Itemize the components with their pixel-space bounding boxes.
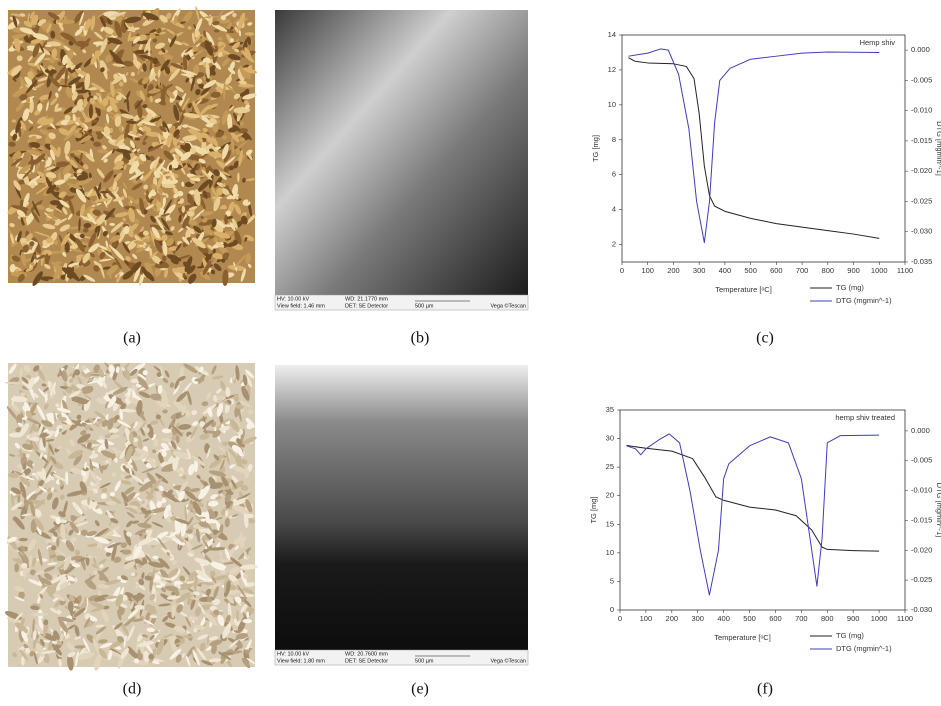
y-tick-label: 5 xyxy=(610,576,614,585)
sem-text: HV: 10.00 kV xyxy=(277,651,310,657)
sem-text: Vega ©Tescan xyxy=(490,302,526,309)
sem-image xyxy=(275,10,528,295)
x-tick-label: 1000 xyxy=(871,614,888,623)
sem-text: HV: 10.00 kV xyxy=(277,296,310,302)
sem-text: Vega ©Tescan xyxy=(490,657,526,664)
x-tick-label: 900 xyxy=(847,266,860,275)
photo-hemp-treated xyxy=(4,361,258,671)
y-tick-label: 35 xyxy=(606,405,614,414)
figure: HV: 10.00 kV View field: 1.46 mm WD: 21.… xyxy=(0,0,941,706)
data-line xyxy=(626,445,879,551)
x-tick-label: 800 xyxy=(822,266,835,275)
x-axis-label: Temperature [ᵒC] xyxy=(715,285,772,294)
y-tick-label: 14 xyxy=(608,30,616,39)
y2-axis-label: DTG [mgmin^-1] xyxy=(935,121,941,176)
sem-text: DET: SE Detector xyxy=(345,303,388,309)
sem-text: View field: 1.80 mm xyxy=(277,658,325,664)
y2-axis-label: DTG [mgmin^-1] xyxy=(935,483,941,538)
sem-image xyxy=(275,365,528,650)
plot-frame xyxy=(622,35,905,262)
y2-tick-label: -0.030 xyxy=(911,227,932,236)
y2-tick-label: -0.005 xyxy=(911,75,932,84)
y2-tick-label: -0.010 xyxy=(911,486,932,495)
y-tick-label: 30 xyxy=(606,434,614,443)
y2-tick-label: -0.030 xyxy=(911,605,932,614)
panel-label: (d) xyxy=(123,681,142,698)
y-tick-label: 25 xyxy=(606,462,614,471)
y2-tick-label: -0.025 xyxy=(911,196,932,205)
x-tick-label: 900 xyxy=(847,614,860,623)
y2-tick-label: -0.025 xyxy=(911,575,932,584)
data-line xyxy=(628,58,879,239)
sem-text: DET: SE Detector xyxy=(345,658,388,664)
y2-tick-label: 0.000 xyxy=(911,45,930,54)
chart-title: Hemp shiv xyxy=(860,38,896,47)
x-tick-label: 1000 xyxy=(871,266,888,275)
y2-tick-label: 0.000 xyxy=(911,426,930,435)
x-tick-label: 200 xyxy=(667,266,680,275)
panel-label: (a) xyxy=(123,330,141,347)
y-axis-label: TG [mg] xyxy=(589,496,598,523)
x-tick-label: 500 xyxy=(743,614,756,623)
sem-text: WD: 21.1770 mm xyxy=(345,296,388,302)
legend-label: DTG (mgmin^-1) xyxy=(836,644,892,653)
legend-label: TG (mg) xyxy=(836,631,864,640)
y2-tick-label: -0.035 xyxy=(911,257,932,266)
panel-label: (e) xyxy=(411,681,429,698)
x-tick-label: 700 xyxy=(795,614,808,623)
sem-text: View field: 1.46 mm xyxy=(277,303,325,309)
y2-tick-label: -0.020 xyxy=(911,545,932,554)
x-tick-label: 700 xyxy=(796,266,809,275)
x-axis-label: Temperature [ᵒC] xyxy=(714,633,771,642)
x-tick-label: 200 xyxy=(666,614,679,623)
y2-tick-label: -0.015 xyxy=(911,136,932,145)
photo-hemp-raw xyxy=(6,6,258,288)
y-tick-label: 4 xyxy=(612,205,616,214)
chip xyxy=(222,135,227,140)
x-tick-label: 100 xyxy=(640,614,653,623)
sem-text: 500 µm xyxy=(415,658,434,664)
y-tick-label: 20 xyxy=(606,491,614,500)
legend-label: TG (mg) xyxy=(836,283,864,292)
x-tick-label: 300 xyxy=(691,614,704,623)
legend-label: DTG (mgmin^-1) xyxy=(836,296,892,305)
y-tick-label: 6 xyxy=(612,170,616,179)
sem-text: WD: 20.7600 mm xyxy=(345,651,388,657)
x-tick-label: 1100 xyxy=(897,614,913,623)
y-tick-label: 15 xyxy=(606,519,614,528)
panel-label: (f) xyxy=(757,681,773,698)
chip xyxy=(212,124,218,133)
sem-text: 500 µm xyxy=(415,303,434,309)
panel-label: (c) xyxy=(756,330,774,347)
y-tick-label: 12 xyxy=(608,65,616,74)
x-tick-label: 600 xyxy=(770,266,783,275)
data-line xyxy=(628,49,879,243)
chip xyxy=(242,619,252,623)
y2-tick-label: -0.005 xyxy=(911,456,932,465)
x-tick-label: 500 xyxy=(744,266,757,275)
x-tick-label: 1100 xyxy=(897,266,913,275)
x-tick-label: 400 xyxy=(717,614,730,623)
x-tick-label: 600 xyxy=(769,614,782,623)
x-tick-label: 300 xyxy=(693,266,706,275)
x-tick-label: 400 xyxy=(719,266,732,275)
panel-label: (b) xyxy=(411,330,430,347)
chip xyxy=(213,237,218,242)
x-tick-label: 800 xyxy=(821,614,834,623)
y-tick-label: 10 xyxy=(608,100,616,109)
y2-tick-label: -0.020 xyxy=(911,166,932,175)
y-tick-label: 2 xyxy=(612,240,616,249)
y2-tick-label: -0.015 xyxy=(911,515,932,524)
chart-title: hemp shiv treated xyxy=(835,413,895,422)
y-tick-label: 8 xyxy=(612,135,616,144)
x-tick-label: 100 xyxy=(641,266,654,275)
data-line xyxy=(626,434,879,595)
y-tick-label: 10 xyxy=(606,548,614,557)
y2-tick-label: -0.010 xyxy=(911,106,932,115)
y-axis-label: TG [mg] xyxy=(591,135,600,162)
x-tick-label: 0 xyxy=(620,266,624,275)
x-tick-label: 0 xyxy=(618,614,622,623)
y-tick-label: 0 xyxy=(610,605,614,614)
